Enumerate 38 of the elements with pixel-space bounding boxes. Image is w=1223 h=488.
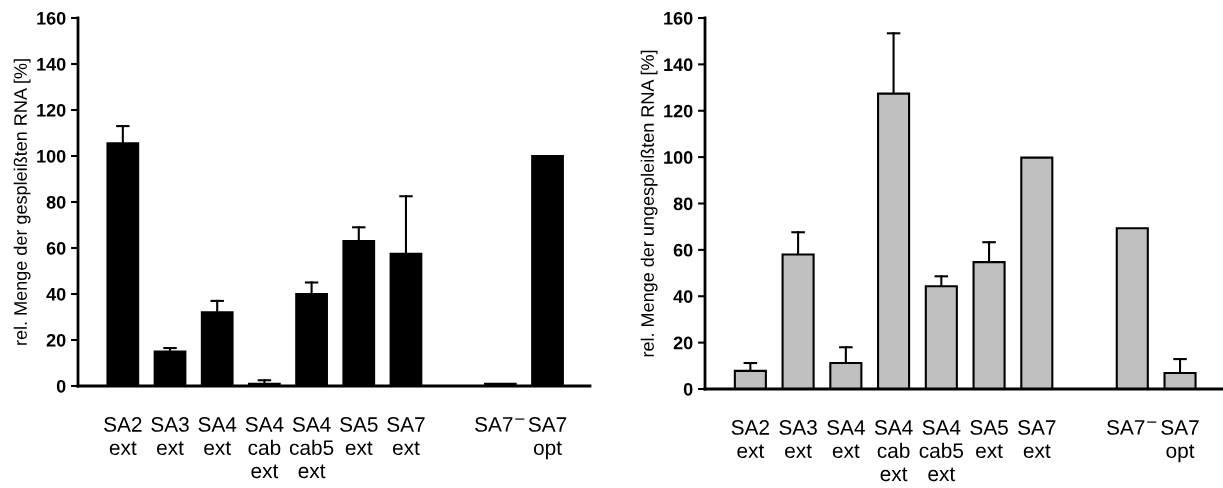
y-tick-label: 0 xyxy=(56,379,66,393)
y-tick-label: 60 xyxy=(46,241,66,255)
y-tick-label: 100 xyxy=(664,151,693,164)
y-tick-label: 40 xyxy=(673,290,693,303)
x-tick-label: SA3 ext xyxy=(151,417,189,456)
y-tick-label: 80 xyxy=(46,195,66,209)
y-tick-label: 0 xyxy=(683,382,693,396)
y-tick-label: 140 xyxy=(37,57,66,71)
x-tick-label: SA3 ext xyxy=(779,420,817,459)
x-tick-label: SA7$^{−}$ xyxy=(1106,420,1157,435)
x-tick-label: SA4 cab5 ext xyxy=(289,417,334,479)
y-tick-label: 20 xyxy=(46,333,66,347)
x-tick-label: SA7 opt xyxy=(528,417,567,460)
y-tick-label: 160 xyxy=(37,11,66,25)
y-tick-label: 120 xyxy=(37,103,66,117)
y-tick-label: 40 xyxy=(46,287,66,301)
y-tick-label: 140 xyxy=(664,58,693,72)
y-tick-label: 20 xyxy=(673,336,693,350)
x-tick-label: SA4 cab ext xyxy=(874,420,913,482)
x-tick-label: SA2 ext xyxy=(731,420,769,459)
y-tick-label: 160 xyxy=(664,11,693,25)
x-tick-label: SA7 ext xyxy=(1018,420,1056,459)
y-axis-title: rel. Menge der ungespleißten RNA [%] xyxy=(640,50,658,357)
x-tick-label: SA4 ext xyxy=(198,417,237,456)
y-tick-label: 60 xyxy=(673,243,693,257)
y-axis-title: rel. Menge der gespleißten RNA [%] xyxy=(13,59,31,345)
x-tick-label: SA7 ext xyxy=(387,417,425,456)
x-tick-label: SA7$^{−}$ xyxy=(475,417,525,432)
y-tick-label: 100 xyxy=(37,149,66,163)
x-tick-label: SA7 opt xyxy=(1161,420,1199,463)
y-tick-label: 80 xyxy=(673,197,693,211)
x-tick-label: SA5 ext xyxy=(340,417,378,456)
x-tick-label: SA2 ext xyxy=(104,417,142,456)
x-tick-label: SA4 ext xyxy=(827,420,865,459)
x-tick-label: SA4 cab5 ext xyxy=(919,420,964,482)
x-tick-label: SA5 ext xyxy=(970,420,1008,459)
x-tick-label: SA4 cab ext xyxy=(245,417,284,479)
y-tick-label: 120 xyxy=(664,104,693,118)
